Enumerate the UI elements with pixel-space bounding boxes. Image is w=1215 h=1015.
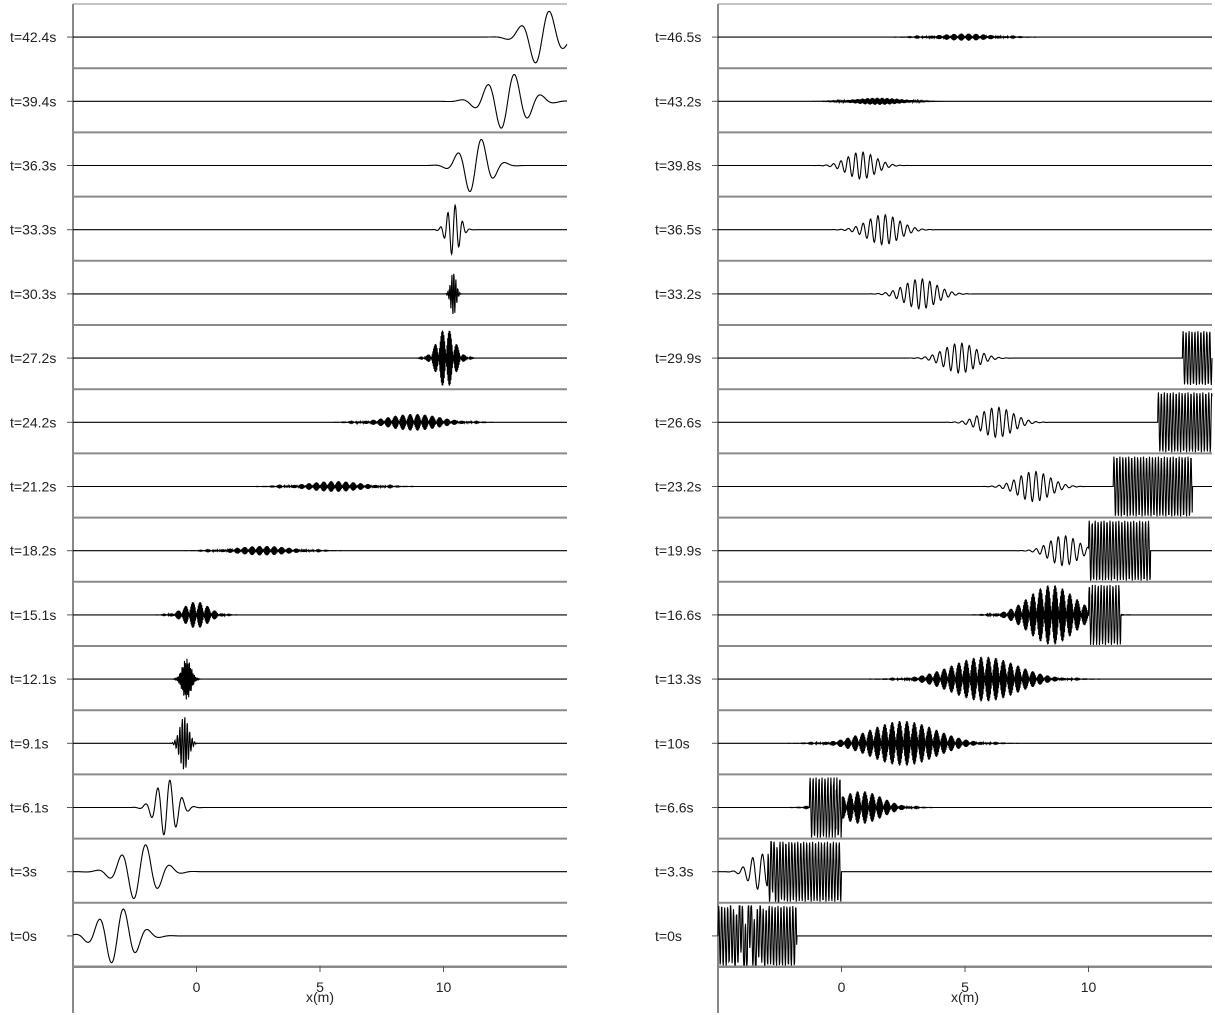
snapshot-waveform [73, 601, 567, 628]
snapshot-time-label: t=0s [655, 928, 682, 944]
snapshot-time-label: t=33.2s [655, 286, 701, 302]
snapshot-time-label: t=19.9s [655, 543, 701, 559]
snapshot-waveform [73, 717, 567, 770]
x-tick-label: 5 [961, 979, 969, 995]
snapshot-waveform [718, 656, 1212, 702]
snapshot-waveform [73, 844, 567, 900]
snapshot-waveform [718, 213, 1212, 246]
snapshot-waveform [73, 10, 568, 64]
snapshot-waveform [73, 908, 567, 964]
snapshot-waveform [73, 273, 567, 315]
snapshot-time-label: t=30.3s [10, 286, 56, 302]
snapshot-time-label: t=36.3s [10, 158, 56, 174]
snapshot-time-label: t=13.3s [655, 671, 701, 687]
x-tick-label: 10 [436, 979, 452, 995]
snapshot-time-label: t=27.2s [10, 350, 56, 366]
snapshot-time-label: t=26.6s [655, 414, 701, 430]
snapshot-waveform [718, 777, 1212, 838]
snapshot-waveform [718, 392, 1213, 453]
left-panel: t=42.4s t=39.4s t=36.3s t=33.3s t=30.3s t=27.… [10, 3, 568, 1013]
snapshot-waveform [73, 73, 567, 129]
snapshot-time-label: t=18.2s [10, 543, 56, 559]
snapshot-time-label: t=39.8s [655, 158, 701, 174]
snapshot-time-label: t=15.1s [10, 607, 56, 623]
right-panel: t=46.5s t=43.2s t=39.8s t=36.5s t=33.2s t=29.… [655, 3, 1213, 1013]
snapshot-waveform [718, 331, 1213, 386]
snapshot-waveform [718, 841, 1212, 903]
snapshot-time-label: t=21.2s [10, 479, 56, 495]
x-tick-label: 10 [1081, 979, 1097, 995]
x-tick-label: 5 [316, 979, 324, 995]
snapshot-time-label: t=3s [10, 864, 37, 880]
snapshot-time-label: t=6.6s [655, 800, 694, 816]
x-axis-label: x(m) [951, 989, 979, 1005]
snapshot-time-label: t=39.4s [10, 93, 56, 109]
snapshot-time-label: t=9.1s [10, 735, 49, 751]
snapshot-waveform [717, 905, 1212, 967]
snapshot-waveform [718, 151, 1212, 180]
snapshot-waveform [718, 277, 1212, 310]
snapshot-time-label: t=0s [10, 928, 37, 944]
snapshot-waveform [73, 330, 567, 386]
snapshot-waveform [718, 584, 1212, 645]
snapshot-time-label: t=36.5s [655, 222, 701, 238]
snapshot-time-label: t=24.2s [10, 414, 56, 430]
snapshot-waveform [73, 545, 567, 556]
snapshot-waveform [73, 658, 567, 700]
snapshot-time-label: t=43.2s [655, 93, 701, 109]
snapshot-time-label: t=12.1s [10, 671, 56, 687]
snapshot-waveform [73, 779, 567, 836]
snapshot-time-label: t=3.3s [655, 864, 694, 880]
snapshot-time-label: t=10s [655, 735, 690, 751]
snapshot-waveform [718, 97, 1212, 105]
snapshot-waveform [73, 203, 567, 256]
snapshot-time-label: t=23.2s [655, 479, 701, 495]
snapshot-time-label: t=29.9s [655, 350, 701, 366]
snapshot-time-label: t=46.5s [655, 29, 701, 45]
snapshot-time-label: t=16.6s [655, 607, 701, 623]
snapshot-waveform [73, 413, 567, 431]
x-tick-label: 0 [838, 979, 846, 995]
snapshot-waveform [718, 456, 1212, 517]
snapshot-waveform [718, 33, 1212, 41]
snapshot-waveform [718, 720, 1212, 766]
snapshot-time-label: t=33.3s [10, 222, 56, 238]
snapshot-waveform [73, 481, 567, 492]
x-axis-label: x(m) [306, 989, 334, 1005]
snapshot-time-label: t=6.1s [10, 800, 49, 816]
snapshot-waveform [718, 520, 1212, 581]
snapshot-time-label: t=42.4s [10, 29, 56, 45]
x-tick-label: 0 [193, 979, 201, 995]
snapshot-waveform [73, 138, 567, 193]
